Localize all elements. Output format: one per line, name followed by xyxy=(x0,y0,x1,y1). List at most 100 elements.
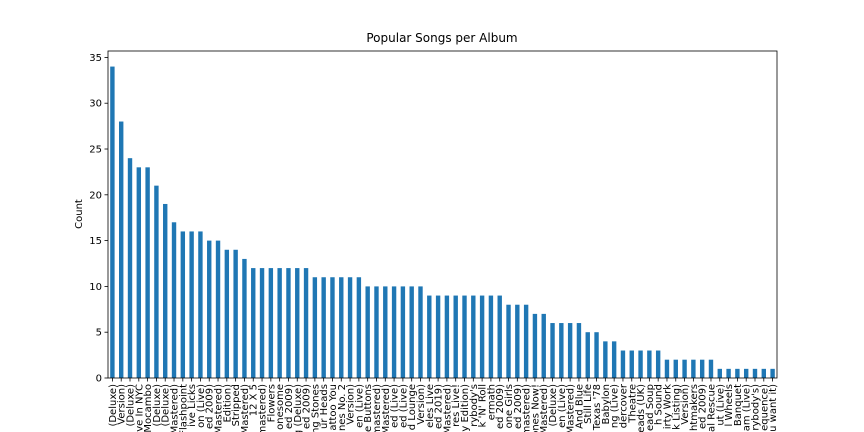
bar xyxy=(427,295,432,378)
bar xyxy=(383,286,388,378)
x-tick-label: ng (Live) xyxy=(610,384,621,428)
x-tick-label: ive Licks xyxy=(187,384,198,427)
x-tick-label: ed 2009) xyxy=(495,384,506,429)
bar xyxy=(215,240,221,378)
x-tick-label: en (Live) xyxy=(557,384,568,428)
bar xyxy=(391,286,397,378)
x-tick-label: rybody's) xyxy=(750,384,761,431)
x-tick-label: one Girls xyxy=(504,384,515,428)
x-tick-label: Flashpoint xyxy=(178,384,189,432)
bar xyxy=(365,286,370,378)
x-tick-label: am (Live) xyxy=(742,384,753,431)
x-tick-label: ed (Live) xyxy=(390,384,401,428)
x-tick-label: Still Life xyxy=(583,384,594,424)
bar xyxy=(770,368,775,378)
x-tick-label: Flowers xyxy=(266,384,277,422)
bar xyxy=(312,277,318,378)
y-tick-label: 5 xyxy=(96,328,102,339)
bar xyxy=(664,359,670,378)
bar xyxy=(435,295,441,378)
bar xyxy=(110,66,115,379)
x-tick-label: mastered) xyxy=(258,384,269,432)
bar xyxy=(523,304,529,378)
x-tick-label: Stripped xyxy=(231,384,242,426)
y-tick-label: 0 xyxy=(96,374,102,385)
x-tick-label: attoo You xyxy=(328,384,339,431)
x-tick-label: Mastered) xyxy=(240,384,251,432)
bar xyxy=(559,323,564,378)
bar xyxy=(691,359,696,378)
x-tick-label: Texas '78 xyxy=(592,384,603,431)
x-tick-label: Version) xyxy=(680,384,691,425)
x-tick-label: h Sound xyxy=(654,384,665,425)
x-tick-label: Version) xyxy=(346,384,357,425)
bar xyxy=(409,286,414,378)
x-tick-label: dercover xyxy=(618,383,629,428)
x-tick-label: ermath xyxy=(486,384,497,420)
bar xyxy=(479,295,485,378)
bar xyxy=(171,222,177,378)
x-tick-label: on (Live) xyxy=(196,384,207,428)
bar xyxy=(594,332,599,378)
x-tick-label: ed 2009) xyxy=(284,384,295,429)
x-tick-label: y Edition) xyxy=(460,384,471,432)
bar xyxy=(611,341,617,378)
bar xyxy=(400,286,406,378)
x-tick-label: Theatre xyxy=(627,384,638,424)
bar xyxy=(339,277,344,378)
x-tick-label: Mocambo xyxy=(143,384,154,432)
bar xyxy=(743,368,749,378)
x-tick-label: ng (Deluxe) xyxy=(293,384,304,432)
plot-frame xyxy=(107,50,778,379)
x-tick-label: ed 2009) xyxy=(205,384,216,429)
bar xyxy=(682,359,687,378)
bar xyxy=(638,350,643,378)
bar xyxy=(207,240,212,378)
x-tick-label: d Lounge xyxy=(407,384,418,430)
bar xyxy=(347,277,353,378)
bar xyxy=(462,295,467,378)
x-tick-label: 12 X 5 xyxy=(249,384,260,416)
bar xyxy=(286,268,291,378)
x-tick-label: Mastered) xyxy=(170,384,181,432)
bar xyxy=(699,359,705,378)
bar xyxy=(550,323,555,378)
bar xyxy=(119,121,124,378)
bar xyxy=(761,368,766,378)
x-tick-label: (Deluxe) xyxy=(161,384,172,427)
x-tick-label: ve In NYC xyxy=(134,384,145,432)
bar xyxy=(471,295,476,378)
x-tick-label: (Deluxe) xyxy=(126,384,137,427)
bar xyxy=(127,158,133,378)
x-tick-label: e Buttons xyxy=(363,384,374,432)
x-tick-label: Mastered) xyxy=(214,384,225,432)
bar xyxy=(506,304,511,378)
bar xyxy=(647,350,652,378)
bar xyxy=(655,350,661,378)
y-tick-label: 35 xyxy=(89,53,102,64)
bar xyxy=(233,249,238,378)
bar xyxy=(735,368,740,378)
bar xyxy=(717,368,722,378)
bar xyxy=(268,268,274,378)
bar xyxy=(374,286,379,378)
x-tick-label: ones Now! xyxy=(530,384,541,432)
bar xyxy=(620,350,626,378)
bar xyxy=(189,231,194,378)
bar xyxy=(330,277,335,378)
x-tick-label: ut (Live) xyxy=(715,384,726,426)
x-tick-label: Version) xyxy=(117,384,128,425)
x-tick-label: equence) xyxy=(759,384,770,431)
x-tick-label: ur Heads xyxy=(319,384,330,429)
bar xyxy=(576,323,582,378)
bar xyxy=(515,304,520,378)
x-tick-label: ead Soup xyxy=(645,384,656,431)
x-tick-label: u want it) xyxy=(768,384,779,432)
bar xyxy=(303,268,309,378)
x-tick-label: eads (UK) xyxy=(636,384,647,432)
y-tick-label: 10 xyxy=(89,282,102,293)
x-tick-label: mastered) xyxy=(522,384,533,432)
bar xyxy=(136,167,142,378)
x-tick-label: ed 2019) xyxy=(434,384,445,429)
